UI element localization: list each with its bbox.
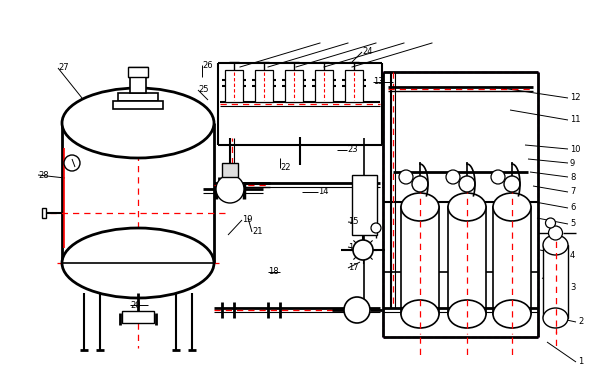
Bar bbox=[345, 70, 363, 102]
Text: 18: 18 bbox=[268, 267, 279, 276]
Ellipse shape bbox=[448, 300, 486, 328]
Bar bbox=[383, 72, 538, 337]
Text: 3: 3 bbox=[570, 284, 575, 293]
Bar bbox=[285, 70, 303, 102]
Circle shape bbox=[548, 226, 562, 240]
Circle shape bbox=[353, 240, 373, 260]
Bar bbox=[130, 75, 146, 93]
Bar bbox=[543, 245, 568, 318]
Circle shape bbox=[399, 170, 413, 184]
Bar bbox=[255, 70, 273, 102]
Circle shape bbox=[216, 175, 244, 203]
Text: 7: 7 bbox=[570, 188, 575, 197]
Text: 15: 15 bbox=[348, 217, 359, 226]
Text: 19: 19 bbox=[242, 215, 253, 224]
Circle shape bbox=[459, 176, 475, 192]
Bar bbox=[118, 93, 158, 101]
Bar bbox=[315, 70, 333, 102]
Text: 2: 2 bbox=[578, 317, 583, 326]
Bar bbox=[122, 311, 154, 323]
Text: 10: 10 bbox=[570, 144, 581, 153]
Bar bbox=[222, 163, 238, 177]
Text: 13: 13 bbox=[373, 77, 383, 86]
Circle shape bbox=[446, 170, 460, 184]
Bar bbox=[448, 207, 486, 314]
Text: 14: 14 bbox=[318, 188, 329, 197]
Circle shape bbox=[64, 155, 80, 171]
Circle shape bbox=[504, 176, 520, 192]
Text: 11: 11 bbox=[570, 115, 581, 124]
Text: 28: 28 bbox=[38, 170, 49, 179]
Circle shape bbox=[344, 297, 370, 323]
Text: 8: 8 bbox=[570, 173, 575, 182]
Ellipse shape bbox=[62, 228, 214, 298]
Text: 6: 6 bbox=[570, 203, 575, 212]
Circle shape bbox=[412, 176, 428, 192]
Bar bbox=[128, 67, 148, 77]
Ellipse shape bbox=[401, 193, 439, 221]
Ellipse shape bbox=[493, 193, 531, 221]
Bar bbox=[493, 207, 531, 314]
Text: 17: 17 bbox=[348, 264, 359, 273]
Bar bbox=[113, 101, 163, 109]
Text: 9: 9 bbox=[570, 159, 575, 167]
Ellipse shape bbox=[543, 308, 568, 328]
Ellipse shape bbox=[62, 88, 214, 158]
Text: 1: 1 bbox=[578, 358, 583, 367]
Bar bbox=[401, 207, 439, 314]
Text: 21: 21 bbox=[252, 227, 263, 237]
Text: 23: 23 bbox=[347, 146, 358, 155]
Text: 16: 16 bbox=[348, 243, 359, 252]
Text: 20: 20 bbox=[130, 300, 141, 309]
Circle shape bbox=[491, 170, 505, 184]
Circle shape bbox=[545, 218, 555, 228]
Ellipse shape bbox=[448, 193, 486, 221]
Ellipse shape bbox=[493, 300, 531, 328]
Text: 27: 27 bbox=[58, 64, 69, 73]
Text: 26: 26 bbox=[202, 61, 213, 70]
Text: 25: 25 bbox=[198, 85, 209, 94]
Bar bbox=[225, 70, 243, 102]
Circle shape bbox=[371, 223, 381, 233]
Text: 5: 5 bbox=[570, 220, 575, 229]
Text: 22: 22 bbox=[280, 164, 290, 173]
Text: 12: 12 bbox=[570, 94, 581, 103]
Ellipse shape bbox=[401, 300, 439, 328]
Bar bbox=[352, 175, 377, 235]
Bar bbox=[42, 208, 46, 218]
Text: 24: 24 bbox=[362, 47, 372, 56]
Ellipse shape bbox=[543, 235, 568, 255]
Text: 4: 4 bbox=[570, 252, 575, 261]
